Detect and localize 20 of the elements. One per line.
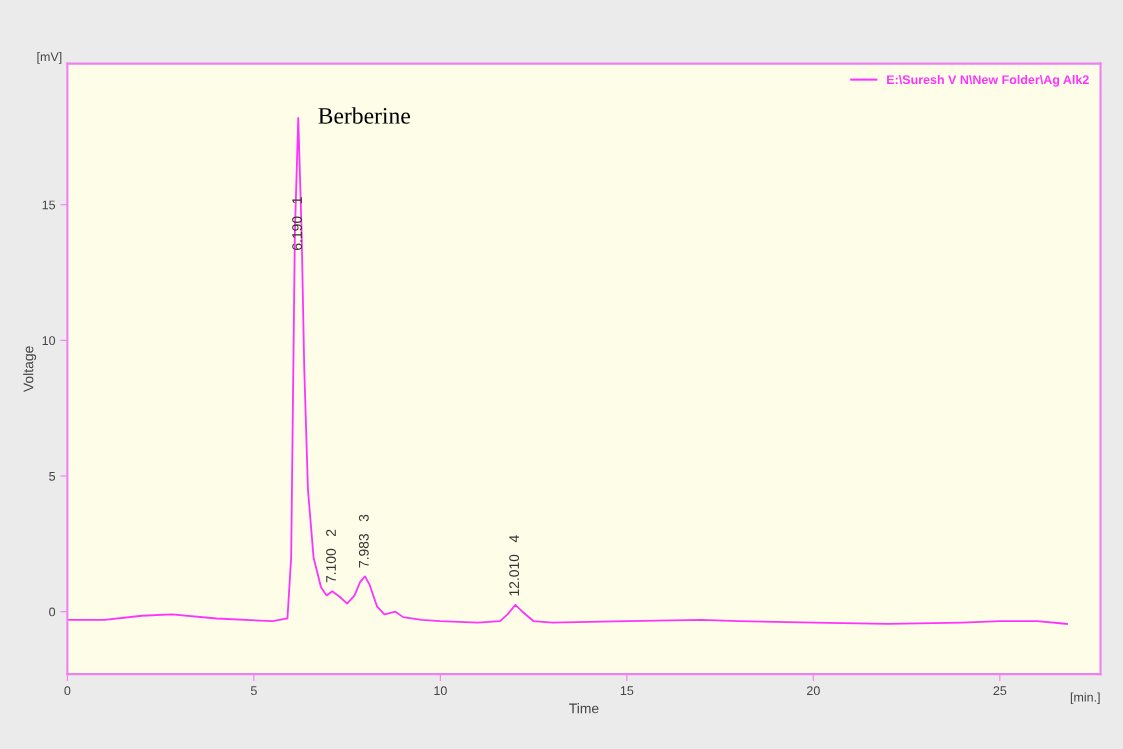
x-tick-label: 15 (620, 686, 634, 696)
annotation: 7.100 2 (326, 529, 336, 583)
y-tick-label: 5 (49, 471, 56, 481)
x-tick-label: 25 (993, 686, 1007, 696)
legend-label: E:\Suresh V N\New Folder\Ag Alk2 (887, 74, 1089, 87)
text: [mV] (37, 52, 62, 64)
x-tick-label: 10 (434, 686, 447, 696)
x-axis-title: Time (569, 703, 599, 714)
annotation: 12.010 4 (509, 535, 520, 596)
annotation: Berberine (318, 107, 410, 124)
y-tick-label: 0 (49, 607, 56, 617)
x-tick-label: 5 (250, 686, 257, 696)
x-tick-label: 0 (64, 686, 71, 696)
x-tick-label: 20 (807, 686, 820, 696)
annotation: 6.190 1 (292, 197, 302, 250)
y-tick-label: 10 (42, 336, 56, 346)
text: [min.] (1070, 692, 1100, 705)
annotation: 7.983 3 (358, 514, 369, 568)
y-axis-title: Voltage (23, 346, 37, 392)
y-tick-label: 15 (42, 200, 56, 210)
